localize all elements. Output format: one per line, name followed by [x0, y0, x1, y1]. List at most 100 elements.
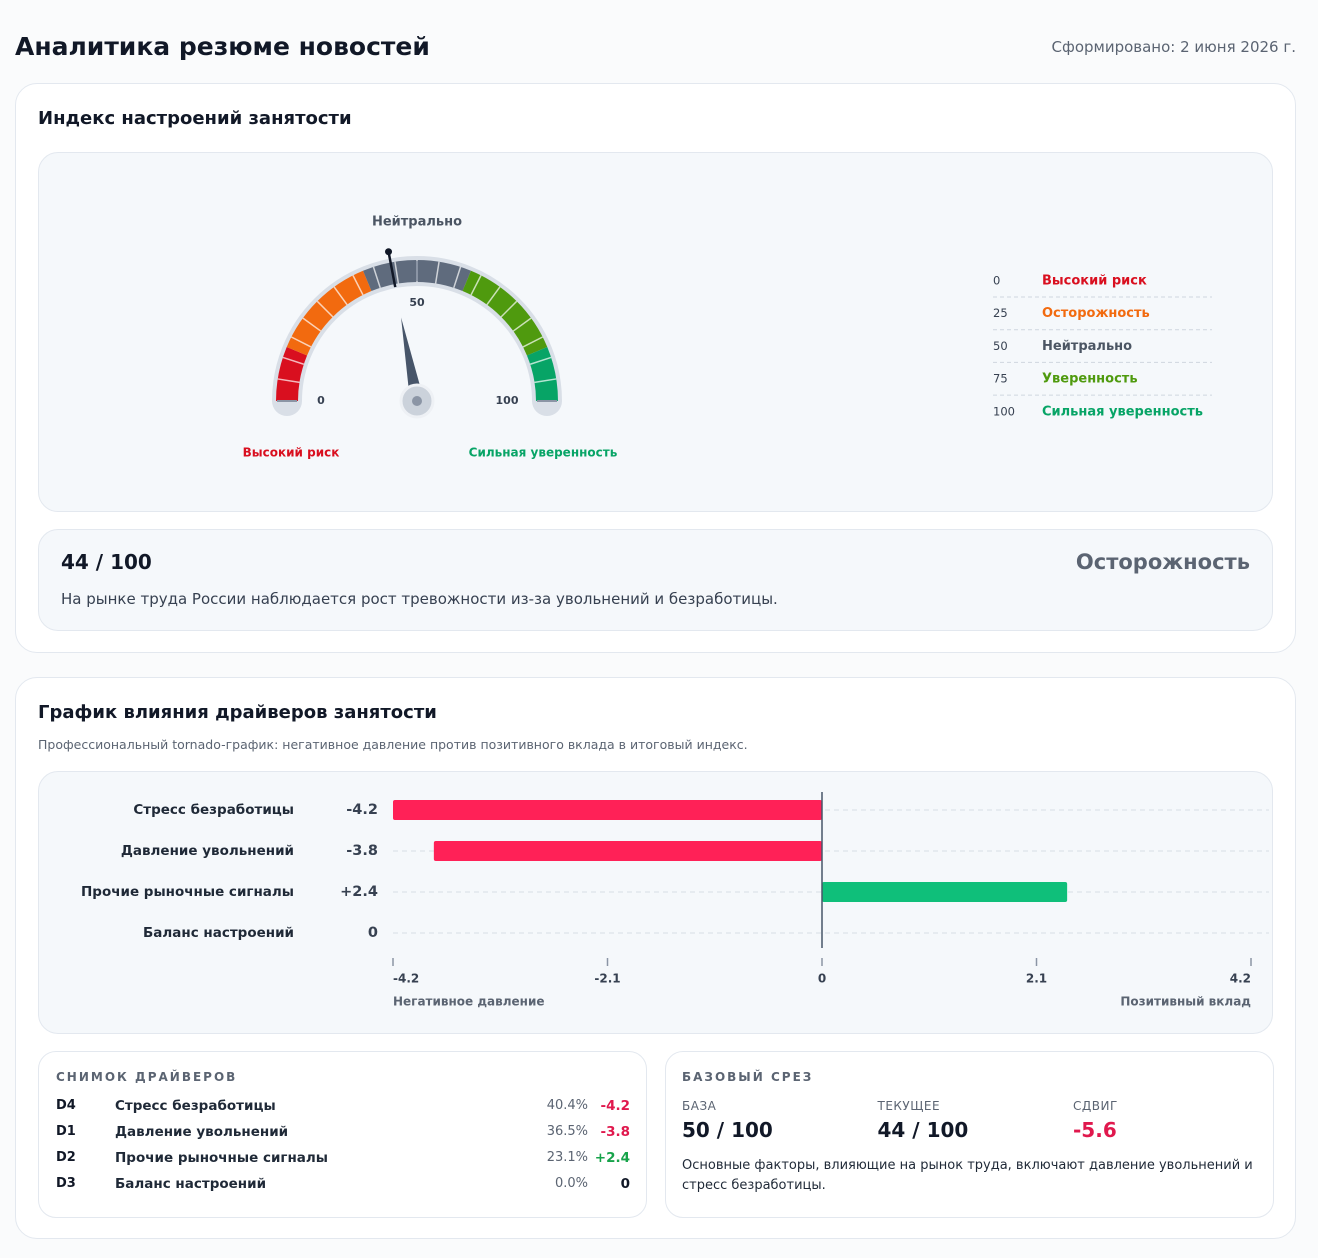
- bar: [822, 882, 1068, 902]
- gauge-top-label: Нейтрально: [372, 215, 462, 230]
- gauge-separator: [522, 336, 543, 348]
- legend-value: 25: [993, 306, 1008, 320]
- x-axis-title: Позитивный вклад: [1120, 995, 1251, 1009]
- summary-text: На рынке труда России наблюдается рост т…: [61, 590, 778, 608]
- legend-value: 100: [993, 404, 1015, 418]
- gauge-hub-dot: [412, 396, 422, 406]
- row-delta: -4.2: [600, 1098, 630, 1114]
- value-label: -3.8: [346, 843, 378, 859]
- row-name: Баланс настроений: [115, 1176, 267, 1192]
- gauge-marker-dot: [385, 248, 393, 256]
- row-share: 40.4%: [546, 1098, 588, 1113]
- stat-value: 44 / 100: [877, 1118, 969, 1142]
- x-tick-label: 2.1: [1026, 972, 1047, 986]
- card-title: Индекс настроений занятости: [38, 108, 352, 129]
- page-title: Аналитика резюме новостей: [15, 32, 430, 61]
- x-tick-label: -2.1: [594, 972, 620, 986]
- baseline-panel: БАЗОВЫЙ СРЕЗ БАЗА 50 / 100 ТЕКУЩЕЕ 44 / 100…: [665, 1051, 1274, 1218]
- value-label: -4.2: [346, 802, 378, 818]
- gauge-marker: [387, 251, 397, 288]
- panel-title: БАЗОВЫЙ СРЕЗ: [682, 1070, 814, 1084]
- legend-name: Осторожность: [1042, 306, 1150, 321]
- x-axis-title: Негативное давление: [393, 995, 545, 1009]
- category-label: Баланс настроений: [143, 925, 294, 941]
- score: 44 / 100: [61, 550, 152, 574]
- gauge-separator: [291, 336, 312, 348]
- stat-label: СДВИГ: [1073, 1099, 1118, 1113]
- row-code: D1: [56, 1124, 76, 1139]
- summary-panel: 44 / 100 Осторожность На рынке труда Рос…: [38, 529, 1273, 631]
- status: Осторожность: [1075, 550, 1250, 574]
- row-delta: +2.4: [594, 1150, 630, 1166]
- gauge-separator: [302, 317, 322, 332]
- gauge-separator: [316, 300, 334, 318]
- legend-value: 50: [993, 339, 1008, 353]
- x-tick-label: -4.2: [393, 972, 419, 986]
- category-label: Прочие рыночные сигналы: [81, 884, 294, 900]
- gauge-separator: [453, 266, 462, 289]
- tornado-chart: Стресс безработицы -4.2 Давление увольнени…: [81, 792, 1269, 1009]
- gauge-separator: [500, 300, 518, 318]
- row-code: D4: [56, 1098, 76, 1113]
- gauge-tick-label: 100: [496, 394, 519, 407]
- gauge-separator: [534, 378, 557, 384]
- stat-label: ТЕКУЩЕЕ: [877, 1099, 941, 1113]
- stat-value: 50 / 100: [682, 1118, 773, 1142]
- gauge-band: [276, 347, 308, 402]
- card-title: График влияния драйверов занятости: [38, 702, 437, 723]
- panel-title: СНИМОК ДРАЙВЕРОВ: [56, 1070, 238, 1084]
- baseline-note: Основные факторы, влияющие на рынок труд…: [682, 1158, 1253, 1193]
- gauge-needle: [401, 317, 424, 403]
- gauge-separator: [277, 378, 300, 384]
- row-code: D3: [56, 1176, 76, 1191]
- row-code: D2: [56, 1150, 76, 1165]
- row-name: Прочие рыночные сигналы: [115, 1150, 329, 1166]
- gauge-separator: [529, 356, 552, 365]
- category-label: Давление увольнений: [121, 843, 294, 859]
- gauge-separator: [352, 275, 364, 296]
- row-delta: 0: [620, 1176, 630, 1192]
- bar: [393, 800, 822, 820]
- legend-name: Сильная уверенность: [1042, 404, 1203, 419]
- legend-name: Высокий риск: [1042, 274, 1147, 289]
- gauge-separator: [512, 317, 532, 332]
- row-delta: -3.8: [600, 1124, 630, 1140]
- bar: [433, 841, 822, 861]
- gauge-separator: [394, 261, 400, 284]
- legend-name: Уверенность: [1042, 372, 1138, 387]
- card-subtitle: Профессиональный tornado-график: негатив…: [38, 737, 748, 752]
- x-tick-label: 0: [818, 972, 826, 986]
- legend-value: 75: [993, 372, 1008, 386]
- gauge-tick-label: 50: [409, 296, 425, 309]
- value-label: 0: [368, 925, 378, 941]
- gauge-separator: [470, 275, 482, 296]
- gauge-separator: [434, 261, 440, 284]
- drivers-card: График влияния драйверов занятости Профе…: [15, 677, 1296, 1239]
- legend-name: Нейтрально: [1042, 339, 1132, 354]
- stat-label: БАЗА: [682, 1099, 717, 1113]
- tornado-panel: Стресс безработицы -4.2 Давление увольнени…: [38, 771, 1273, 1034]
- snapshot-panel: СНИМОК ДРАЙВЕРОВ D4 Стресс безработицы 40.…: [38, 1051, 647, 1218]
- gauge-panel: 0 50 100 Нейтрально Высокий риск Сильная увер…: [38, 152, 1273, 512]
- gauge-separator: [372, 266, 381, 289]
- x-tick-label: 4.2: [1230, 972, 1251, 986]
- row-share: 36.5%: [546, 1124, 588, 1139]
- gauge-max-label: Сильная уверенность: [469, 446, 618, 460]
- row-name: Давление увольнений: [115, 1124, 289, 1140]
- gauge-card: Индекс настроений занятости 0 50 100 Нейтра…: [15, 83, 1296, 653]
- stat-value: -5.6: [1073, 1118, 1117, 1142]
- row-share: 23.1%: [546, 1150, 588, 1165]
- gauge-band: [526, 347, 558, 402]
- gauge-separator: [282, 356, 305, 365]
- value-label: +2.4: [340, 884, 378, 900]
- row-name: Стресс безработицы: [115, 1098, 276, 1114]
- row-share: 0.0%: [554, 1176, 588, 1191]
- gauge-min-label: Высокий риск: [243, 446, 340, 460]
- category-label: Стресс безработицы: [133, 802, 294, 818]
- gauge-chart: 0 50 100 Нейтрально Высокий риск Сильная увер…: [243, 215, 1212, 460]
- gauge-separator: [486, 286, 501, 306]
- gauge-tick-label: 0: [317, 394, 325, 407]
- generated-date: Сформировано: 2 июня 2026 г.: [1051, 38, 1296, 56]
